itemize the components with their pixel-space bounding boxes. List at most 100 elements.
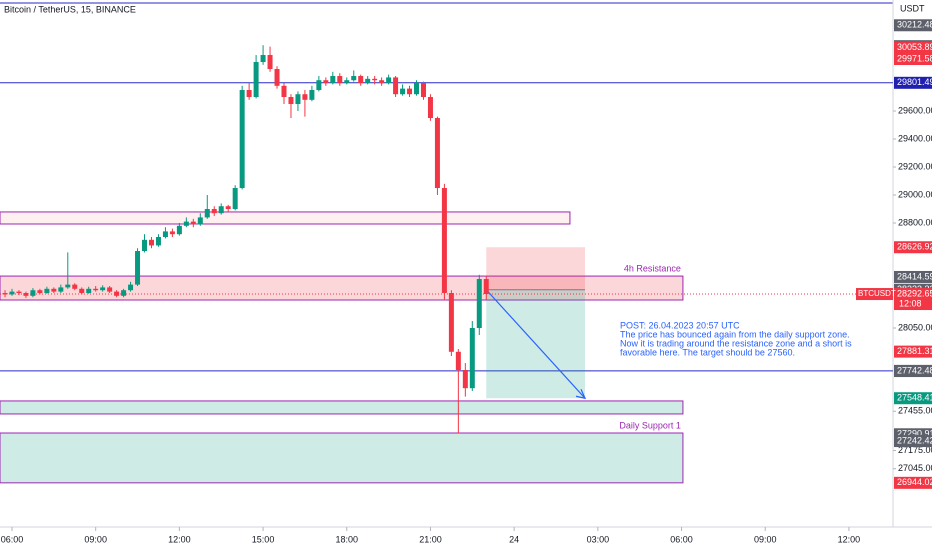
x-tick-label: 18:00: [336, 534, 359, 544]
zone: [0, 400, 684, 415]
arrow-head: [575, 388, 587, 400]
candle-body: [330, 76, 336, 84]
x-tick-label: 12:00: [838, 534, 861, 544]
x-tick-label: 09:00: [754, 534, 777, 544]
price-label-bg: [894, 19, 932, 32]
price-label: 27742.48: [897, 365, 932, 375]
candle-body: [148, 239, 154, 246]
candle-body: [420, 83, 426, 98]
candle-body: [16, 291, 22, 294]
candle-body: [190, 221, 196, 225]
candle-body: [23, 293, 29, 296]
post-text: favorable here. The target should be 275…: [620, 347, 795, 357]
candle-body: [239, 90, 245, 189]
currency: USDT: [900, 3, 925, 13]
candle-body: [267, 55, 273, 70]
candle-body: [86, 288, 92, 294]
candle-body: [2, 293, 8, 295]
candle-body: [407, 88, 413, 95]
candle-body: [393, 77, 399, 95]
price-label-bg: [894, 476, 932, 489]
zone: [0, 211, 571, 225]
price-label-bg: [894, 241, 932, 254]
price-label: 27242.42: [897, 435, 932, 445]
candle-body: [65, 284, 71, 288]
x-tick-label: 06:00: [670, 534, 693, 544]
last-price-bg: [894, 288, 932, 311]
candle-body: [281, 85, 287, 98]
price-label: 30053.89: [897, 42, 932, 52]
x-tick-label: 15:00: [252, 534, 275, 544]
post-text: Now it is trading around the resistance …: [620, 338, 852, 348]
stop-zone: [486, 247, 586, 290]
candle-body: [142, 239, 148, 252]
candle-body: [204, 209, 210, 218]
price-label: 27548.41: [897, 393, 932, 403]
candle-body: [183, 221, 189, 226]
y-tick-label: 29200.00: [898, 161, 932, 171]
candle-body: [176, 225, 182, 235]
candle-body: [323, 80, 329, 84]
price-label: 29801.49: [897, 77, 932, 87]
price-label: 27881.31: [897, 346, 932, 356]
candle-body: [427, 97, 433, 119]
price-label-bg: [894, 270, 932, 283]
x-tick-label: 06:00: [1, 534, 24, 544]
candle-body: [246, 90, 252, 98]
candle-body: [169, 231, 175, 235]
target-arrow: [485, 289, 586, 399]
zone: [0, 432, 684, 484]
symbol-tag: BTCUSDT: [858, 289, 896, 298]
y-tick-label: 29000.00: [898, 189, 932, 199]
candle-body: [365, 78, 371, 84]
post-text: POST: 26.04.2023 20:57 UTC: [620, 320, 740, 330]
zone-label: Daily Support 1: [619, 420, 681, 430]
candle-body: [337, 76, 343, 84]
candle-body: [441, 188, 447, 294]
candle-body: [295, 94, 301, 105]
candle-body: [344, 80, 350, 84]
x-tick-label: 12:00: [168, 534, 191, 544]
candle-body: [30, 290, 36, 296]
price-label-bg: [894, 345, 932, 358]
candle-body: [351, 76, 357, 81]
price-label-bg: [894, 435, 932, 448]
price-label: 28414.59: [897, 271, 932, 281]
candle-body: [400, 88, 406, 95]
candle-body: [288, 97, 294, 105]
candle-body: [211, 209, 217, 214]
candle-body: [462, 370, 468, 389]
candle-body: [114, 291, 120, 296]
price-label-bg: [894, 41, 932, 54]
y-tick-label: 29600.00: [898, 105, 932, 115]
post-text: The price has bounced again from the dai…: [620, 329, 850, 339]
candle-body: [218, 206, 224, 214]
zone: [0, 275, 684, 301]
price-label-bg: [894, 392, 932, 405]
candle-body: [434, 118, 440, 189]
candle-body: [232, 188, 238, 210]
candle-body: [316, 80, 322, 91]
y-tick-label: 27455.00: [898, 406, 932, 416]
candle-body: [197, 217, 203, 225]
candle-body: [302, 94, 308, 100]
price-label-bg: [894, 52, 932, 65]
candle-body: [121, 290, 127, 296]
candle-body: [309, 90, 315, 100]
candle-body: [155, 237, 161, 246]
zone-label: 4h Resistance: [624, 263, 681, 273]
candle-body: [455, 351, 461, 371]
candle-body: [469, 328, 475, 389]
candle-body: [448, 293, 454, 352]
candle-body: [274, 69, 280, 86]
candle-body: [476, 279, 482, 329]
last-price-label: 28292.65: [897, 288, 932, 298]
x-tick-label: 24: [509, 534, 519, 544]
candle-body: [44, 288, 50, 294]
candle-body: [107, 287, 113, 292]
price-label: 26944.02: [897, 477, 932, 487]
candle-body: [51, 288, 57, 292]
candle-body: [128, 284, 134, 291]
candle-body: [386, 77, 392, 84]
